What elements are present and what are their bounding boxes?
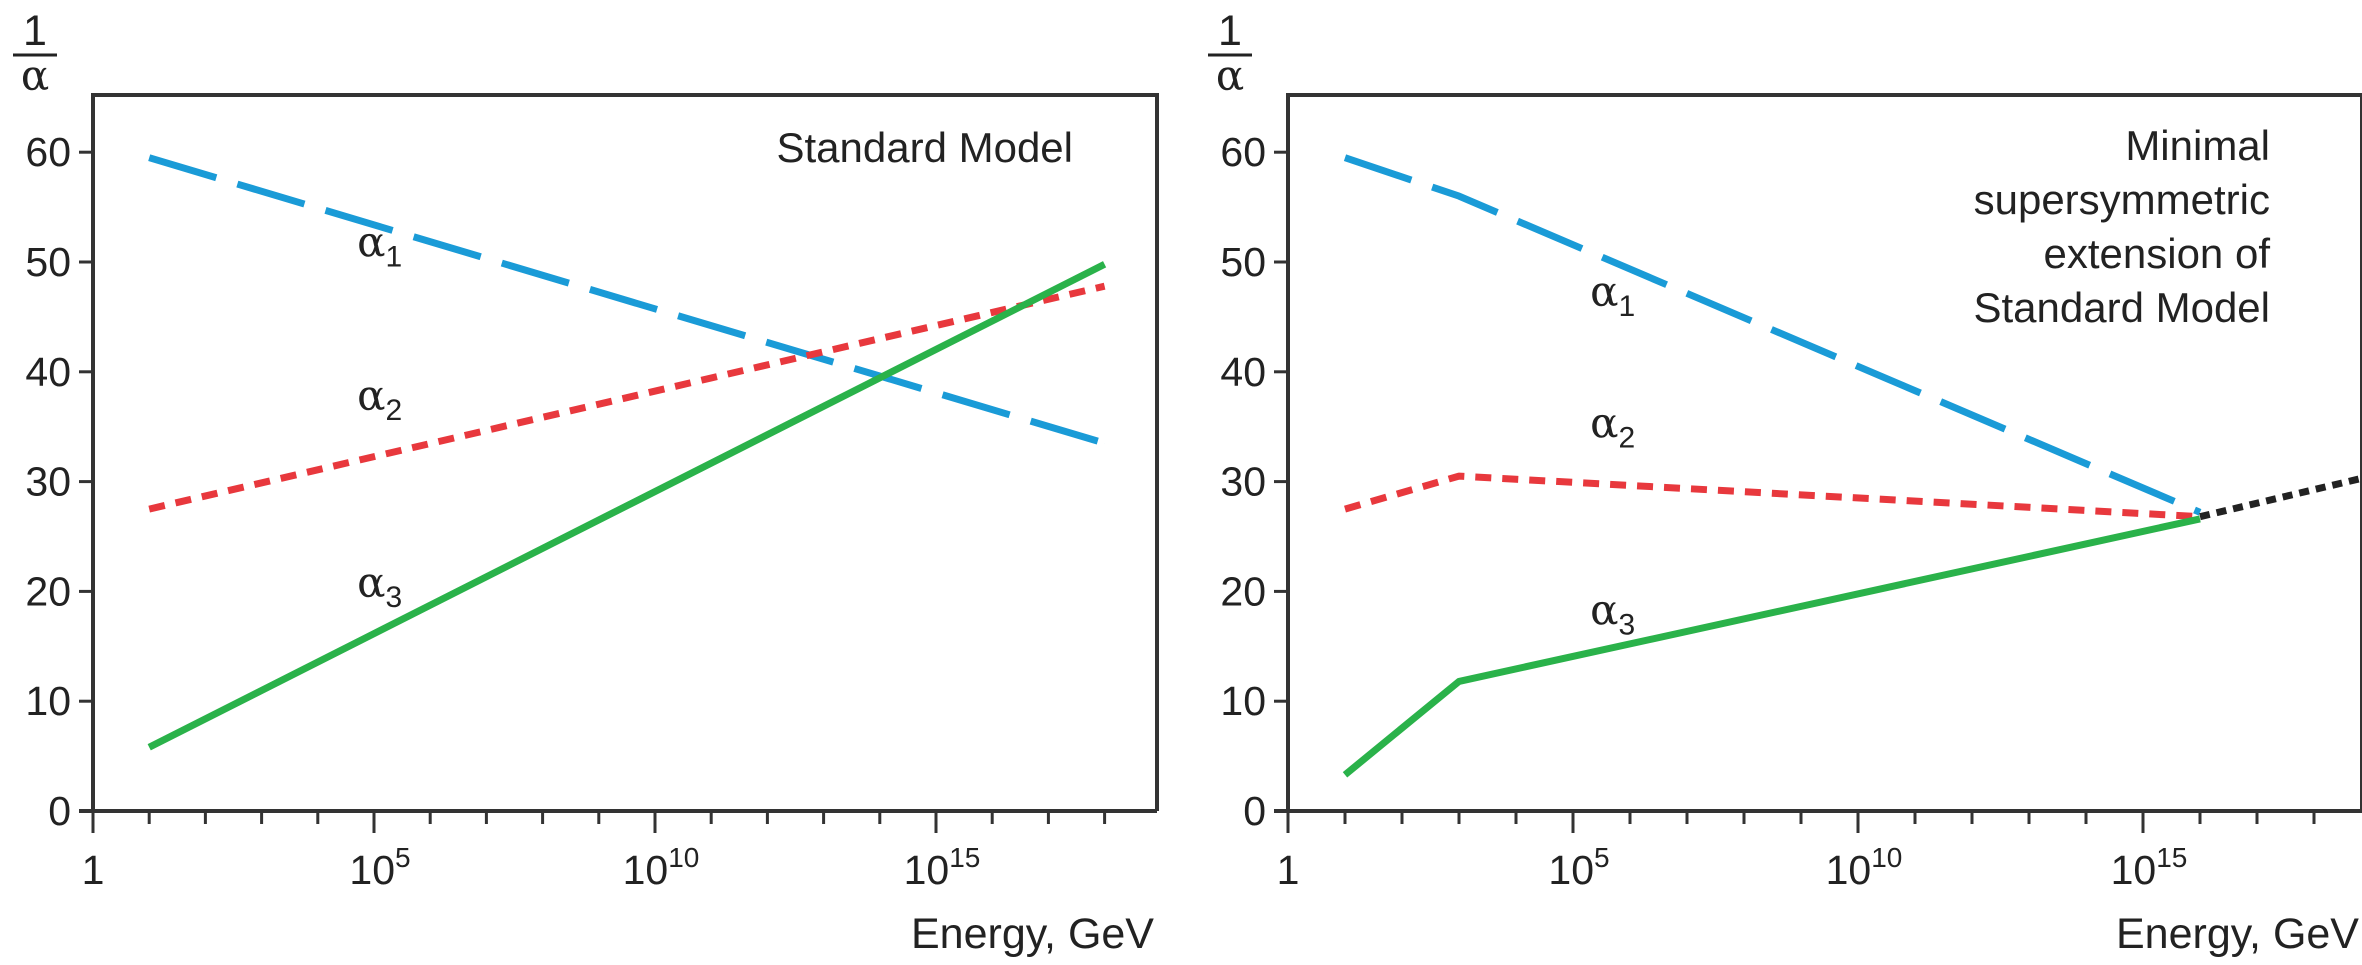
chart-title-line: extension of [2044,230,2271,277]
x-axis-label: Energy, GeV [2116,910,2359,958]
series-label-alpha3: α3 [357,558,402,614]
series-line-alpha2 [1344,472,2201,521]
y-tick-label: 40 [1220,349,1266,395]
x-tick-label: 1 [1277,847,1300,893]
chart-title-line: Minimal [2125,122,2270,169]
y-tick-label: 0 [1243,788,1266,834]
series-label-subscript: 3 [1619,608,1636,641]
series-line-alpha3 [147,261,1107,751]
series-label-subscript: 1 [1619,290,1636,323]
x-tick-label: 1015 [2111,842,2188,893]
y-tick-label: 50 [25,239,71,285]
x-tick-label: 1 [82,847,105,893]
series-line-alpha2 [148,282,1106,513]
y-axis-label-denominator: α [21,51,49,100]
y-tick-label: 60 [25,129,71,175]
plot-frame [91,93,1159,811]
x-tick-exponent: 10 [1871,842,1902,873]
x-tick-label: 1015 [904,842,981,893]
series-label-subscript: 1 [385,241,402,274]
x-tick-exponent: 10 [668,842,699,873]
chart-title: Standard Model [776,124,1073,171]
y-tick-label: 30 [1220,459,1266,505]
y-tick-label: 60 [1220,129,1266,175]
series-label-subscript: 3 [385,581,402,614]
x-tick-exponent: 15 [949,842,980,873]
series-label-subscript: 2 [385,394,402,427]
series-label-alpha3: α3 [1590,585,1635,641]
y-tick-label: 20 [25,568,71,614]
y-axis-label-numerator: 1 [1218,7,1242,55]
y-axis-label-denominator: α [1216,51,1244,100]
series-label-alpha1: α1 [1590,267,1635,323]
x-tick-exponent: 5 [1594,842,1610,873]
series-label-subscript: 2 [1619,422,1636,455]
series-label-alpha2: α2 [357,371,402,427]
series-label-alpha2: α2 [1590,399,1635,455]
y-tick-label: 10 [1220,678,1266,724]
y-tick-label: 40 [25,349,71,395]
series-line-extension [2199,474,2362,521]
x-tick-label: 105 [349,842,410,893]
y-tick-label: 20 [1220,568,1266,614]
series-label-alpha1: α1 [357,218,402,274]
y-tick-label: 0 [48,788,71,834]
series-line-alpha1 [148,154,1106,447]
chart-title-line: Standard Model [1973,284,2270,331]
chart-title-line: supersymmetric [1974,176,2270,223]
x-axis-label: Energy, GeV [911,910,1154,958]
series-line-alpha3 [1342,515,2201,778]
x-tick-label: 105 [1548,842,1609,893]
x-tick-label: 1010 [623,842,700,893]
y-tick-label: 50 [1220,239,1266,285]
x-tick-exponent: 15 [2156,842,2187,873]
y-axis-label-numerator: 1 [23,7,47,55]
x-tick-exponent: 5 [395,842,411,873]
x-tick-label: 1010 [1826,842,1903,893]
y-tick-label: 30 [25,459,71,505]
plot-frame [1286,93,2362,811]
y-tick-label: 10 [25,678,71,724]
